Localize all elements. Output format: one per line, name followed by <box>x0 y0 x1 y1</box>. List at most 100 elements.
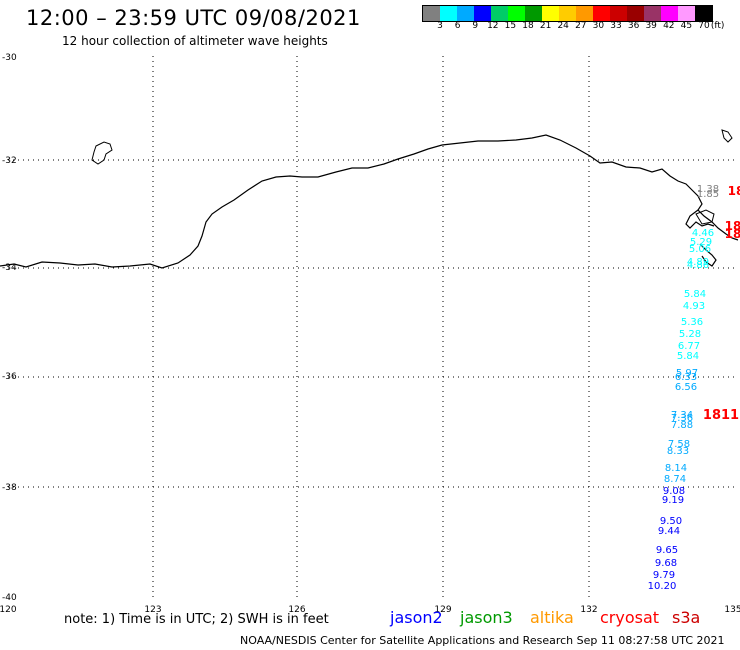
footer-credit: NOAA/NESDIS Center for Satellite Applica… <box>240 634 725 647</box>
wave-reading: 8.33 <box>667 446 689 457</box>
wave-reading: 1.85 <box>697 189 719 200</box>
legend-swatch <box>627 6 644 21</box>
lon-label: 135 <box>724 605 740 615</box>
longitude-labels: 120 123 126 129 132 135 <box>0 605 740 615</box>
legend-label: 21 <box>539 21 552 31</box>
wave-reading: 8.74 <box>664 474 686 485</box>
island-shape-2 <box>721 129 733 143</box>
wave-reading: 5.84 <box>684 289 706 300</box>
lat-label: -38 <box>2 483 17 493</box>
wave-reading: 5.28 <box>679 329 701 340</box>
wave-reading: 5.06 <box>689 244 711 255</box>
legend-swatch <box>508 6 525 21</box>
wave-reading: 8.14 <box>665 463 687 474</box>
island-shape <box>91 141 113 165</box>
wave-reading: 7.58 <box>668 439 690 450</box>
wave-reading: 6.77 <box>678 341 700 352</box>
wave-reading: 18 <box>725 227 740 241</box>
legend-swatch <box>644 6 661 21</box>
satellite-label: cryosat <box>600 608 660 627</box>
legend-swatch <box>559 6 576 21</box>
wave-reading: 10.20 <box>648 581 677 592</box>
wave-reading: 5.84 <box>677 351 699 362</box>
satellite-label: jason3 <box>460 608 513 627</box>
wave-reading: 4.93 <box>683 301 705 312</box>
lon-label: 123 <box>144 605 161 615</box>
legend-swatch <box>457 6 474 21</box>
wave-reading: 18 <box>728 184 740 198</box>
legend-label: 30 <box>592 21 605 31</box>
wave-reading: 9.19 <box>662 495 684 506</box>
kangaroo-island-coast <box>685 209 715 229</box>
legend-label: 15 <box>504 21 517 31</box>
legend-label: 70 <box>698 21 710 31</box>
wave-reading: 9.44 <box>658 526 680 537</box>
lat-label: -36 <box>2 372 17 382</box>
satellite-label: jason2 <box>390 608 443 627</box>
legend-swatch <box>576 6 593 21</box>
wave-reading: 18 <box>725 219 740 233</box>
legend-label: 9 <box>472 21 479 31</box>
legend-swatch <box>678 6 695 21</box>
lon-label: 129 <box>434 605 451 615</box>
wave-reading: 4.89 <box>687 257 709 268</box>
lat-label: -30 <box>2 53 17 63</box>
wave-reading: 4.46 <box>692 228 714 239</box>
legend-label: 36 <box>627 21 640 31</box>
wave-reading: 9.79 <box>653 570 675 581</box>
legend-label: 18 <box>522 21 534 31</box>
lat-label: -40 <box>2 593 17 603</box>
wave-reading: 5.97 <box>676 368 698 379</box>
legend-label: 3 <box>437 21 443 31</box>
color-legend <box>422 5 713 22</box>
legend-label: 33 <box>610 21 622 31</box>
lat-label: -32 <box>2 156 17 166</box>
wave-reading: 6.33 <box>675 372 697 383</box>
legend-swatch <box>610 6 627 21</box>
legend-swatch <box>491 6 508 21</box>
legend-label: 39 <box>645 21 657 31</box>
wave-reading: 9.08 <box>663 486 685 497</box>
map-title: 12:00 – 23:59 UTC 09/08/2021 <box>26 6 361 30</box>
wave-readings: 1.38 1.85 4.46 5.29 5.06 4.89 4.86 5.84 … <box>648 184 740 592</box>
legend-swatch <box>440 6 457 21</box>
lon-label: 120 <box>0 605 17 615</box>
lon-label: 126 <box>288 605 305 615</box>
wave-reading: 1811 <box>703 408 739 423</box>
wave-reading: 5.29 <box>690 237 712 248</box>
wave-reading: 7.88 <box>671 420 693 431</box>
legend-swatch <box>423 6 440 21</box>
coastline <box>0 134 739 269</box>
legend-swatch <box>661 6 678 21</box>
wave-reading: 7.36 <box>671 413 693 424</box>
legend-swatch <box>474 6 491 21</box>
eyre-peninsula-coast <box>699 243 717 267</box>
wave-reading: 9.50 <box>660 516 682 527</box>
legend-swatch <box>695 6 712 21</box>
legend-label: 42 <box>663 21 675 31</box>
wave-reading: 9.65 <box>656 545 678 556</box>
lon-label: 132 <box>580 605 597 615</box>
footer-note: note: 1) Time is in UTC; 2) SWH is in fe… <box>64 612 329 627</box>
island-shape-3 <box>695 209 715 225</box>
map-subtitle: 12 hour collection of altimeter wave hei… <box>62 34 328 48</box>
legend-label: 24 <box>557 21 569 31</box>
wave-reading: 1.38 <box>697 184 719 195</box>
map-grid <box>8 56 735 598</box>
legend-unit: (ft) <box>710 21 725 31</box>
legend-swatch <box>542 6 559 21</box>
legend-label: 6 <box>454 21 461 31</box>
satellite-label: altika <box>530 608 574 627</box>
satellite-label: s3a <box>672 608 701 627</box>
wave-reading: 9.68 <box>655 558 677 569</box>
latitude-labels: -30 -32 -34 -36 -38 -40 <box>2 53 17 603</box>
wave-reading: 4.86 <box>687 260 709 271</box>
legend-label: 27 <box>575 21 587 31</box>
wave-reading: 6.56 <box>675 382 697 393</box>
legend-label: 45 <box>680 21 693 31</box>
wave-reading: 7.34 <box>671 410 693 421</box>
legend-label: 12 <box>487 21 499 31</box>
wave-reading: 5.36 <box>681 317 703 328</box>
legend-swatch <box>525 6 542 21</box>
